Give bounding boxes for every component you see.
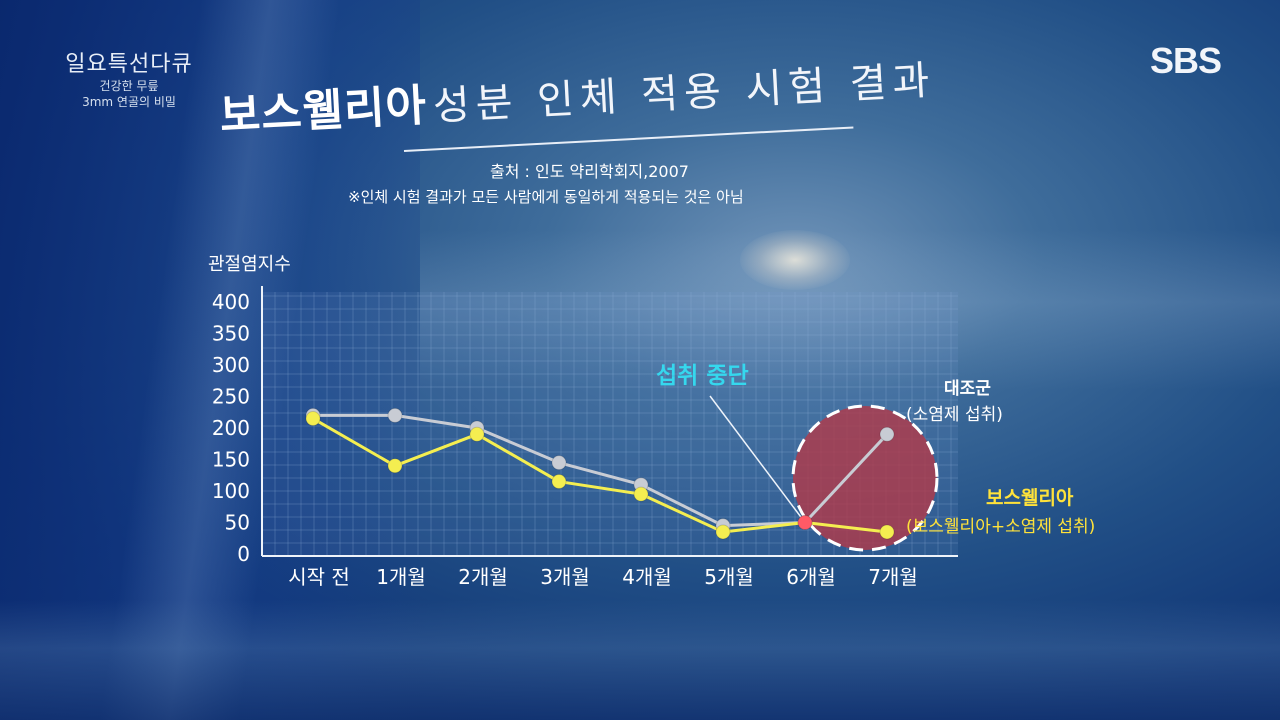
x-tick-label: 시작 전 [288, 565, 350, 589]
control-group-label: 대조군 [944, 379, 991, 399]
data-point-control [387, 407, 403, 423]
data-point-control [551, 455, 567, 471]
series-line-boswellia [312, 417, 888, 534]
data-point-boswellia [551, 474, 567, 490]
y-tick-label: 200 [212, 416, 250, 440]
data-point-control [879, 426, 895, 442]
data-point-boswellia [305, 411, 321, 427]
data-point-boswellia [633, 486, 649, 502]
program-subtitle-line1: 건강한 무릎 [99, 79, 159, 93]
x-tick-label: 7개월 [868, 565, 918, 589]
x-tick-label: 5개월 [704, 565, 754, 589]
program-subtitle-line2: 3mm 연골의 비밀 [82, 95, 176, 109]
y-tick-label: 50 [225, 511, 250, 535]
x-tick-label: 2개월 [458, 565, 508, 589]
x-tick-label: 3개월 [540, 565, 590, 589]
boswellia-group-sublabel: (보스웰리아+소염제 섭취) [906, 517, 1096, 537]
highlight-circle [793, 406, 937, 550]
y-tick-label: 0 [237, 542, 250, 566]
broadcaster-logo: SBS [1150, 40, 1222, 81]
data-point-boswellia [469, 426, 485, 442]
control-group-sublabel: (소염제 섭취) [906, 405, 1003, 425]
program-title: 일요특선다큐 [65, 52, 193, 77]
x-tick-label: 4개월 [622, 565, 672, 589]
y-tick-label: 300 [212, 353, 250, 377]
y-tick-label: 250 [212, 385, 250, 409]
stop-intake-label: 섭취 중단 [656, 363, 749, 389]
source-citation: 출처 : 인도 약리학회지,2007 [490, 162, 689, 181]
y-axis-label: 관절염지수 [208, 254, 291, 275]
y-tick-label: 350 [212, 322, 250, 346]
data-point-boswellia [879, 524, 895, 540]
highlight-circle-dashed-border [791, 404, 939, 552]
background-light-glow [740, 230, 850, 290]
data-point-boswellia [387, 458, 403, 474]
data-point-boswellia [715, 524, 731, 540]
y-tick-label: 400 [212, 290, 250, 314]
boswellia-group-label: 보스웰리아 [986, 487, 1074, 509]
y-tick-label: 100 [212, 479, 250, 503]
disclaimer-note: ※인체 시험 결과가 모든 사람에게 동일하게 적용되는 것은 아님 [348, 188, 744, 206]
stop-intake-leader-line [709, 395, 806, 523]
y-tick-label: 150 [212, 448, 250, 472]
program-title-block: 일요특선다큐 건강한 무릎 3mm 연골의 비밀 [44, 46, 214, 110]
x-tick-label: 1개월 [376, 565, 426, 589]
x-tick-label: 6개월 [786, 565, 836, 589]
data-point-boswellia [797, 515, 813, 530]
